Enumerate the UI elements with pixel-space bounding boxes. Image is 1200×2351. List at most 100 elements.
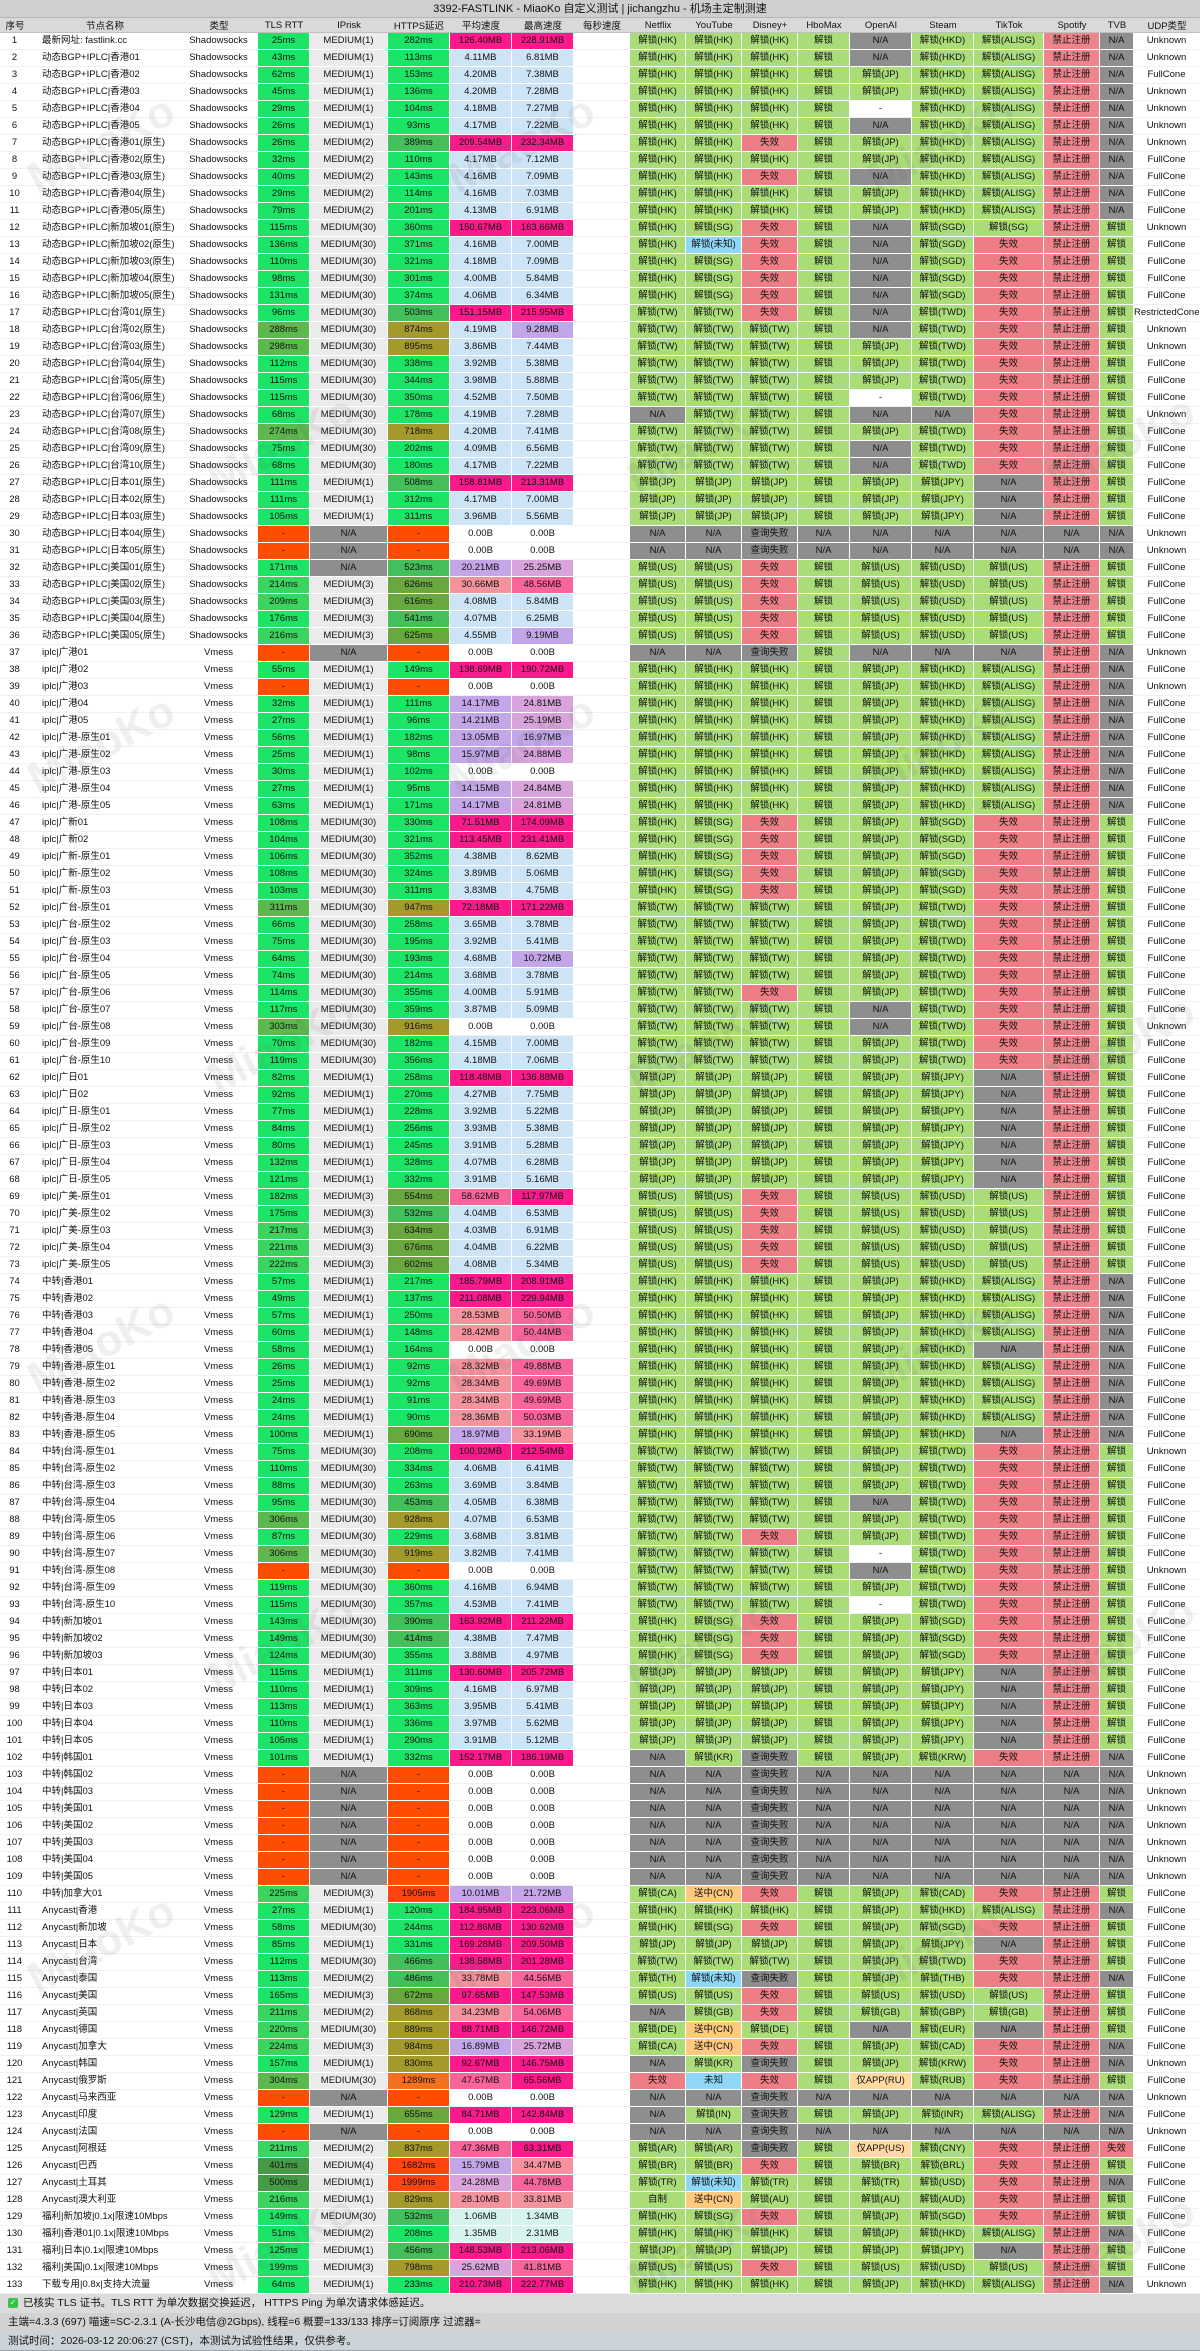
cell-type: Shadowsocks <box>180 50 258 67</box>
cell-iprisk: MEDIUM(1) <box>310 1750 388 1767</box>
cell-type: Vmess <box>180 1121 258 1138</box>
cell-hbomax: 解锁 <box>798 628 850 645</box>
cell-hbomax: 解锁 <box>798 1597 850 1614</box>
cell-tls-rtt: 132ms <box>258 1155 310 1172</box>
table-row: 71 iplc|广美-原生03 Vmess 217ms MEDIUM(3) 634ms 4.… <box>0 1223 1200 1240</box>
cell-steam: 解锁(HKD) <box>912 152 974 169</box>
cell-udp-type: Unknown <box>1134 1801 1200 1818</box>
cell-https-latency: 217ms <box>388 1274 450 1291</box>
cell-tls-rtt: 216ms <box>258 2192 310 2209</box>
cell-tiktok: N/A <box>974 1699 1044 1716</box>
cell-tvb: 解锁 <box>1100 1665 1134 1682</box>
table-row: 59 iplc|广台-原生08 Vmess 303ms MEDIUM(30) 916ms 0… <box>0 1019 1200 1036</box>
cell-tiktok: 失效 <box>974 322 1044 339</box>
cell-hbomax: 解锁 <box>798 1359 850 1376</box>
cell-tvb: 解锁 <box>1100 1240 1134 1257</box>
cell-per-second-speed <box>574 1937 630 1954</box>
cell-max-speed: 6.94MB <box>512 1580 574 1597</box>
cell-hbomax: 解锁 <box>798 458 850 475</box>
cell-iprisk: MEDIUM(3) <box>310 1223 388 1240</box>
cell-id: 25 <box>0 441 30 458</box>
cell-steam: 解锁(JPY) <box>912 1682 974 1699</box>
table-row: 75 中转|香港02 Vmess 49ms MEDIUM(1) 137ms 211.08MB… <box>0 1291 1200 1308</box>
cell-iprisk: MEDIUM(30) <box>310 2022 388 2039</box>
cell-per-second-speed <box>574 2073 630 2090</box>
cell-hbomax: 解锁 <box>798 1665 850 1682</box>
cell-spotify: 禁止注册 <box>1044 509 1100 526</box>
cell-https-latency: 984ms <box>388 2039 450 2056</box>
cell-udp-type: FullCone <box>1134 781 1200 798</box>
cell-name: 中转|台湾-原生03 <box>30 1478 180 1495</box>
cell-id: 105 <box>0 1801 30 1818</box>
cell-id: 58 <box>0 1002 30 1019</box>
cell-avg-speed: 33.78MB <box>450 1971 512 1988</box>
cell-tvb: N/A <box>1100 152 1134 169</box>
cell-iprisk: MEDIUM(1) <box>310 101 388 118</box>
cell-disney: 查询失败 <box>742 526 798 543</box>
cell-udp-type: FullCone <box>1134 1325 1200 1342</box>
table-row: 128 Anycast|澳大利亚 Vmess 216ms MEDIUM(1) 829ms 2… <box>0 2192 1200 2209</box>
cell-udp-type: FullCone <box>1134 1240 1200 1257</box>
cell-youtube: 解锁(HK) <box>686 203 742 220</box>
cell-tls-rtt: 288ms <box>258 322 310 339</box>
cell-id: 19 <box>0 339 30 356</box>
cell-type: Shadowsocks <box>180 118 258 135</box>
cell-udp-type: FullCone <box>1134 1104 1200 1121</box>
cell-per-second-speed <box>574 220 630 237</box>
cell-tvb: 解锁 <box>1100 628 1134 645</box>
cell-iprisk: MEDIUM(30) <box>310 1461 388 1478</box>
cell-tvb: 解锁 <box>1100 1138 1134 1155</box>
cell-spotify: 禁止注册 <box>1044 271 1100 288</box>
cell-steam: 解锁(THB) <box>912 1971 974 1988</box>
table-row: 117 Anycast|英国 Vmess 211ms MEDIUM(2) 868ms 34.… <box>0 2005 1200 2022</box>
cell-hbomax: 解锁 <box>798 1257 850 1274</box>
cell-tls-rtt: - <box>258 2090 310 2107</box>
cell-name: 中转|香港-原生03 <box>30 1393 180 1410</box>
cell-netflix: 解锁(JP) <box>630 1699 686 1716</box>
cell-netflix: 解锁(HK) <box>630 1342 686 1359</box>
cell-hbomax: 解锁 <box>798 645 850 662</box>
cell-max-speed: 25.72MB <box>512 2039 574 2056</box>
cell-steam: 解锁(HKD) <box>912 1325 974 1342</box>
cell-disney: 解锁(HK) <box>742 1308 798 1325</box>
cell-udp-type: Unknown <box>1134 1869 1200 1886</box>
cell-openai: 解锁(JP) <box>850 1665 912 1682</box>
cell-avg-speed: 4.17MB <box>450 152 512 169</box>
cell-name: 中转|美国01 <box>30 1801 180 1818</box>
cell-udp-type: FullCone <box>1134 832 1200 849</box>
cell-type: Vmess <box>180 934 258 951</box>
cell-tiktok: 解锁(US) <box>974 577 1044 594</box>
table-row: 113 Anycast|日本 Vmess 85ms MEDIUM(1) 331ms 169.… <box>0 1937 1200 1954</box>
cell-netflix: N/A <box>630 1750 686 1767</box>
cell-hbomax: 解锁 <box>798 611 850 628</box>
cell-id: 129 <box>0 2209 30 2226</box>
cell-avg-speed: 4.18MB <box>450 1053 512 1070</box>
cell-iprisk: MEDIUM(30) <box>310 832 388 849</box>
cell-tvb: N/A <box>1100 662 1134 679</box>
cell-netflix: 解锁(JP) <box>630 1733 686 1750</box>
cell-spotify: 禁止注册 <box>1044 577 1100 594</box>
cell-tiktok: N/A <box>974 1869 1044 1886</box>
cell-openai: N/A <box>850 305 912 322</box>
cell-netflix: 解锁(JP) <box>630 1682 686 1699</box>
cell-https-latency: 214ms <box>388 968 450 985</box>
cell-tiktok: 解锁(ALISG) <box>974 1274 1044 1291</box>
table-row: 93 中转|台湾-原生10 Vmess 115ms MEDIUM(30) 357ms 4.5… <box>0 1597 1200 1614</box>
cell-tls-rtt: 171ms <box>258 560 310 577</box>
cell-disney: 解锁(JP) <box>742 1138 798 1155</box>
cell-avg-speed: 4.20MB <box>450 84 512 101</box>
cell-type: Vmess <box>180 1784 258 1801</box>
cell-type: Vmess <box>180 1529 258 1546</box>
cell-iprisk: N/A <box>310 1818 388 1835</box>
cell-type: Vmess <box>180 1240 258 1257</box>
cell-udp-type: Unknown <box>1134 1444 1200 1461</box>
column-header-tiktok: TikTok <box>974 18 1044 33</box>
cell-tvb: N/A <box>1100 747 1134 764</box>
cell-https-latency: 195ms <box>388 934 450 951</box>
cell-openai: 解锁(JP) <box>850 1614 912 1631</box>
cell-steam: 解锁(TWD) <box>912 1512 974 1529</box>
cell-max-speed: 5.38MB <box>512 356 574 373</box>
cell-steam: 解锁(JPY) <box>912 1138 974 1155</box>
cell-disney: 解锁(TW) <box>742 356 798 373</box>
cell-hbomax: 解锁 <box>798 696 850 713</box>
